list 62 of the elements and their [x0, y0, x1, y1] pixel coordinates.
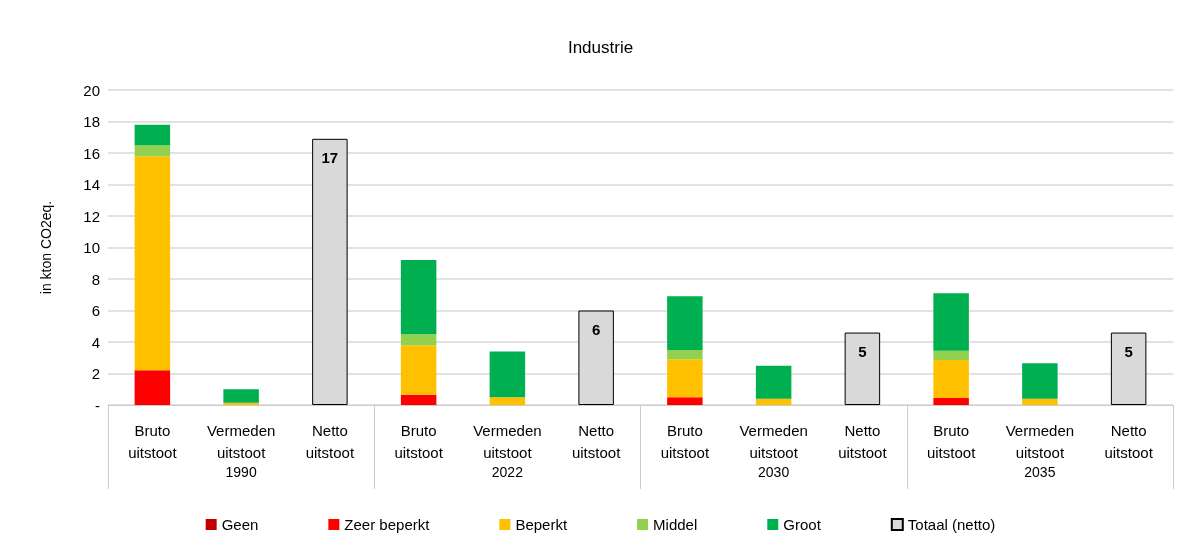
x-tick-label: Bruto uitstoot [394, 421, 444, 461]
text: 2022 [491, 464, 524, 480]
x-tick-label: Vermeden uitstoot [1005, 421, 1075, 461]
bar [755, 398, 792, 405]
x-tick-label: Vermeden uitstoot [739, 421, 808, 461]
legend-label: Groot [783, 516, 822, 533]
bar [489, 351, 526, 398]
x-tick-label: Bruto uitstoot [660, 421, 710, 461]
legend-label: Zeer beperkt [344, 516, 431, 533]
bar [134, 370, 171, 405]
bar [134, 156, 171, 371]
y-tick-label: 16 [83, 144, 100, 162]
bar [223, 389, 259, 403]
y-tick-label: 12 [83, 207, 100, 225]
text: 2030 [758, 464, 790, 480]
text: 1990 [225, 464, 257, 480]
x-tick-label: Bruto uitstoot [128, 421, 178, 461]
bar [755, 365, 792, 399]
bar [667, 359, 703, 398]
data-label: 5 [1124, 342, 1133, 360]
bar [400, 260, 437, 335]
y-tick-label: 18 [83, 113, 100, 130]
bar [489, 397, 526, 405]
bar [134, 124, 171, 146]
bar [134, 145, 171, 157]
bar [667, 397, 703, 405]
data-label: 6 [591, 320, 601, 338]
text: 2035 [1024, 464, 1056, 480]
chart-title: Industrie [567, 38, 634, 57]
bar [400, 345, 437, 395]
y-tick-label: 14 [83, 176, 100, 193]
x-tick-label: Netto uitstoot [1104, 421, 1154, 461]
legend-label: Beperkt [515, 516, 568, 533]
legend-label: Totaal (netto) [907, 516, 996, 533]
x-tick-label: Netto uitstoot [305, 421, 355, 461]
y-axis-title: in kton CO2eq. [38, 200, 54, 295]
bar [933, 293, 969, 351]
x-tick-label: Netto uitstoot [571, 421, 622, 461]
bar [667, 349, 703, 360]
bar [933, 360, 969, 398]
y-tick-label: 6 [91, 302, 100, 319]
bar [1022, 363, 1058, 399]
y-tick-label: - [95, 396, 100, 414]
x-tick-label: Netto uitstoot [838, 421, 888, 461]
x-tick-label: Vermeden uitstoot [473, 421, 542, 461]
x-tick-label: Vermeden uitstoot [206, 421, 276, 461]
y-tick-label: 4 [91, 333, 100, 351]
y-tick-label: 8 [91, 270, 100, 288]
y-tick-label: 2 [91, 365, 100, 382]
data-label: 5 [858, 342, 867, 360]
bar [933, 350, 969, 361]
bar [667, 296, 703, 350]
bar [400, 394, 437, 405]
y-tick-label: 10 [83, 239, 100, 256]
data-label: 17 [321, 148, 339, 166]
y-tick-label: 20 [83, 81, 100, 99]
bar [933, 397, 969, 405]
legend-label: Geen [221, 516, 259, 533]
x-tick-label: Bruto uitstoot [926, 421, 977, 461]
bar [400, 334, 437, 346]
legend-label: Middel [653, 516, 698, 533]
bar [1022, 398, 1058, 405]
